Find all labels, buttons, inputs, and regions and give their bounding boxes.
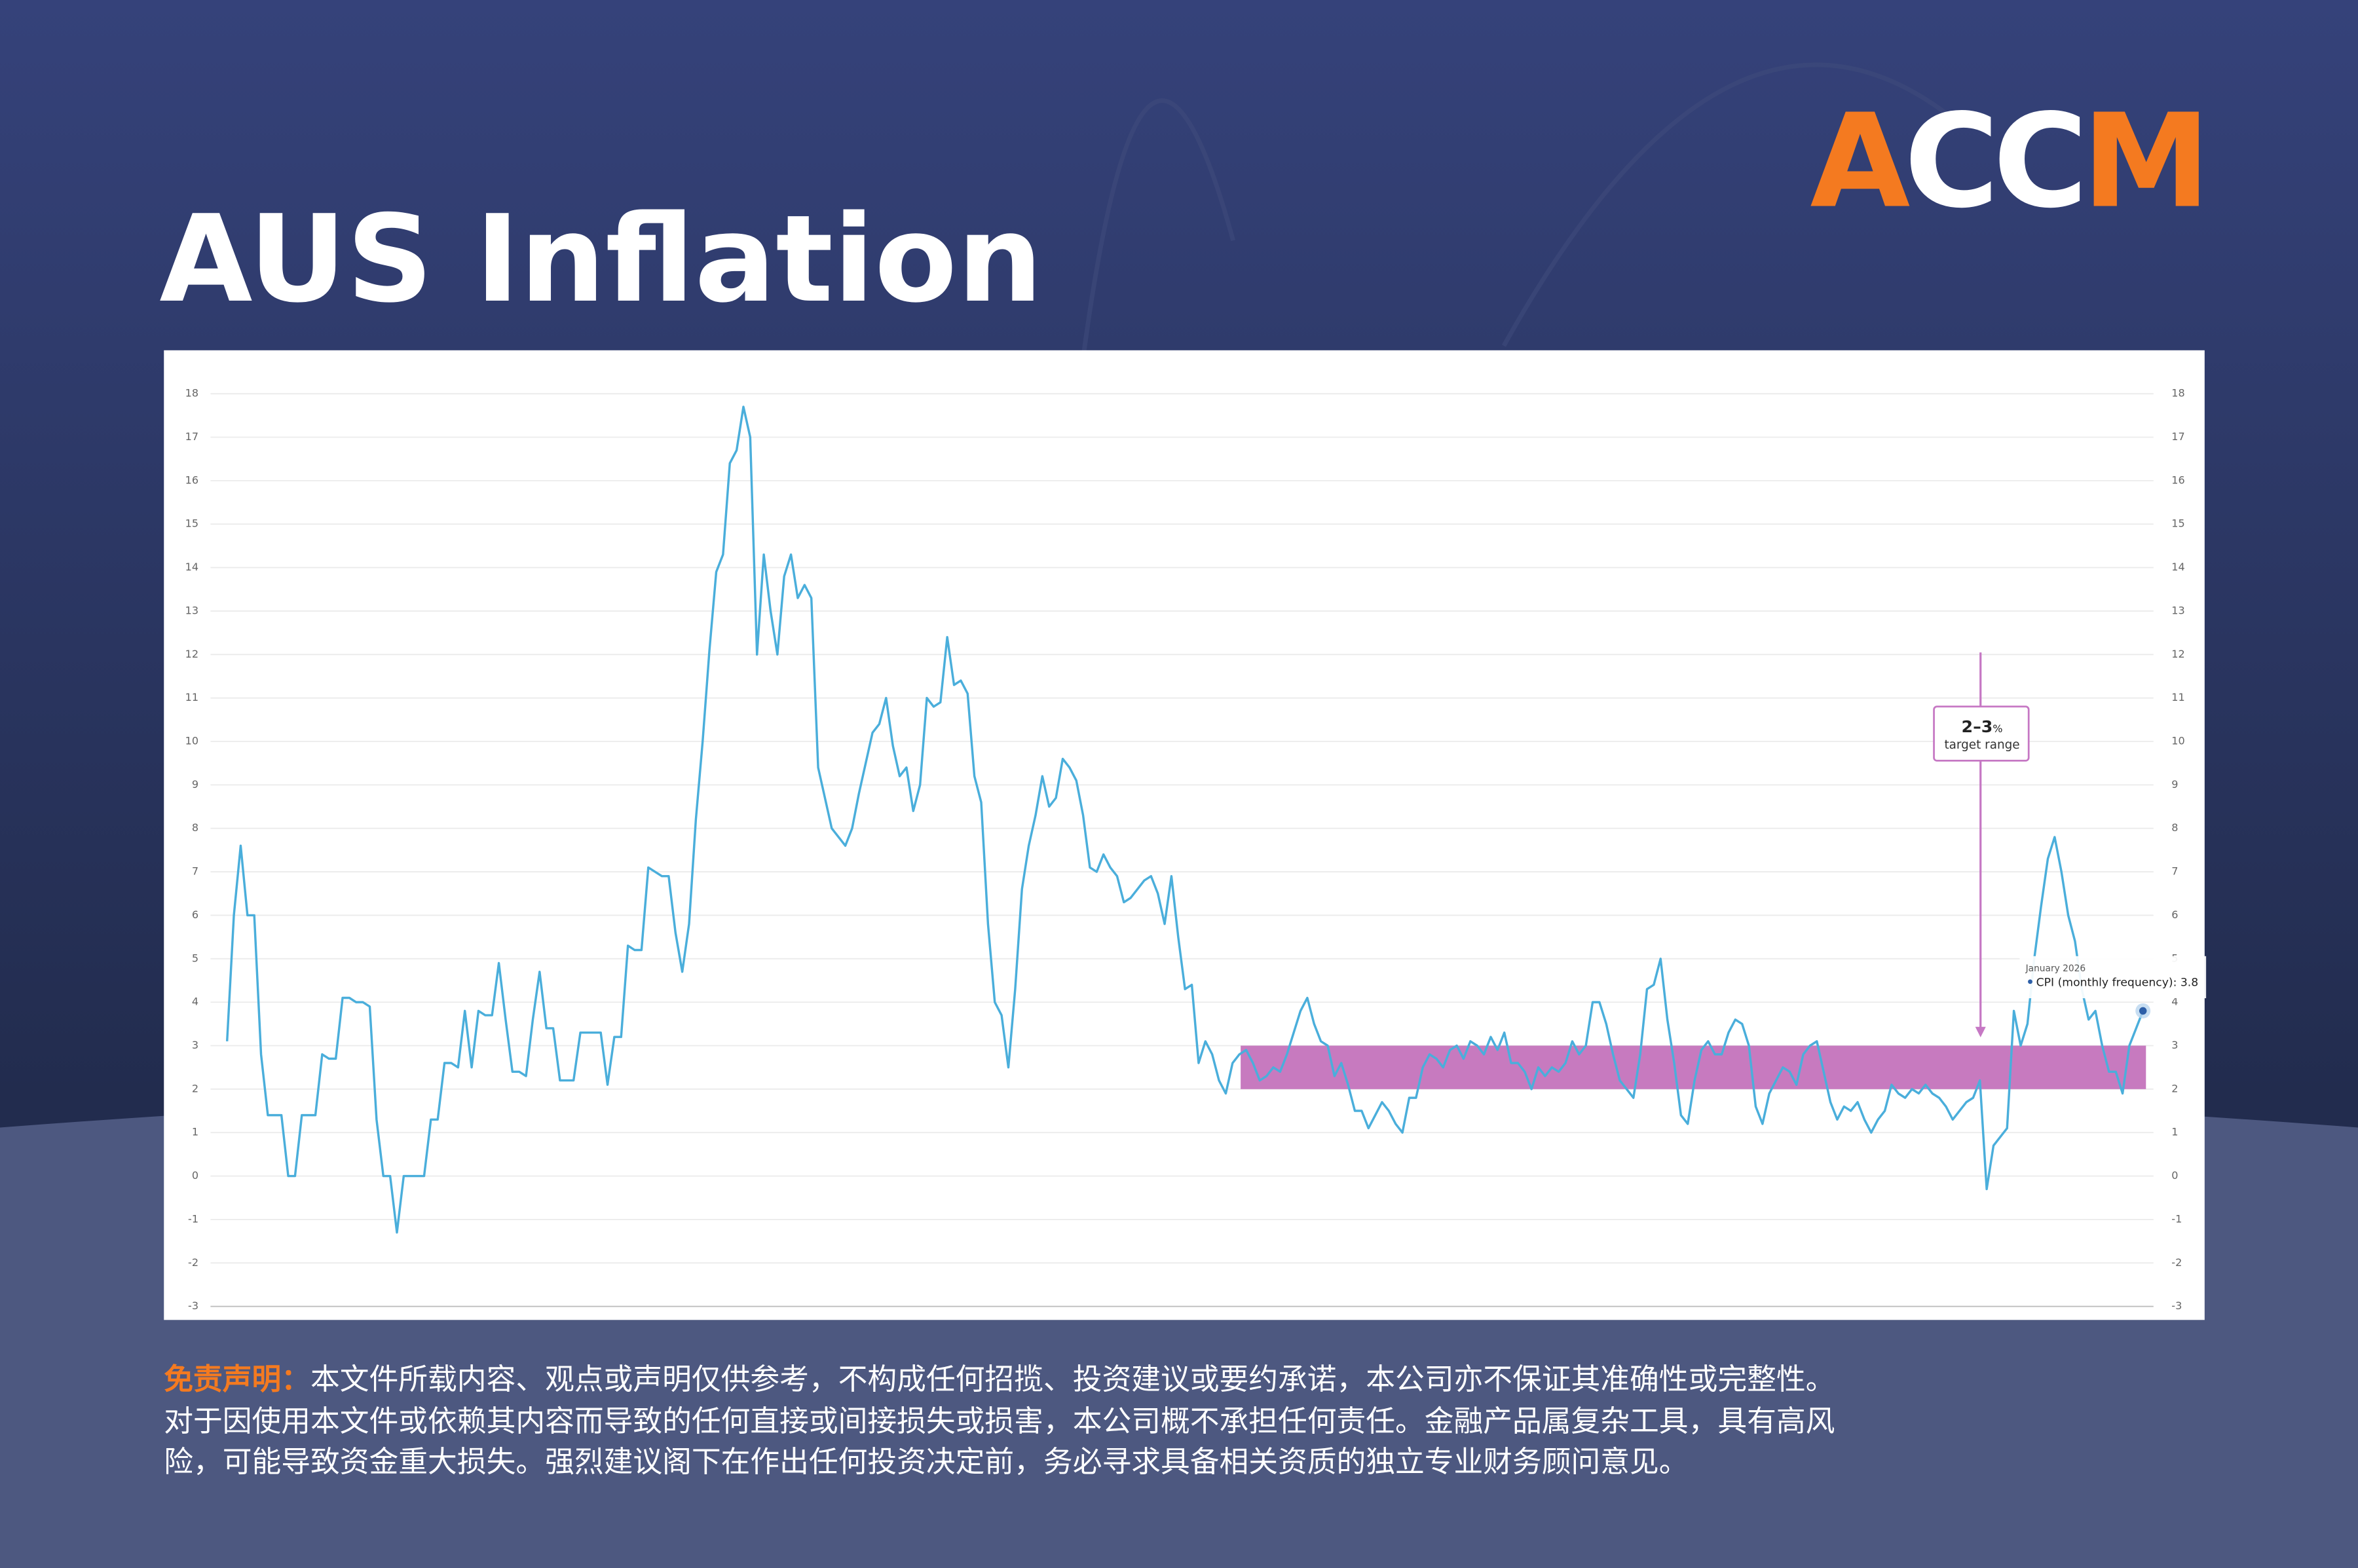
y-tick-label: 9	[192, 778, 198, 791]
disclaimer-text: 本文件所载内容、观点或声明仅供参考，不构成任何招揽、投资建议或要约承诺，本公司亦…	[310, 1362, 1835, 1396]
y2-tick-label: -1	[2171, 1212, 2182, 1225]
annotation-box	[1933, 705, 2030, 762]
background-decor	[1080, 62, 1956, 362]
y2-tick-label: 17	[2171, 430, 2184, 443]
y-tick-label: 7	[192, 865, 198, 878]
y-tick-label: 17	[185, 430, 198, 443]
y2-tick-label: 4	[2171, 996, 2178, 1008]
y2-tick-label: 12	[2171, 648, 2184, 660]
y2-tick-label: 10	[2171, 735, 2184, 747]
y-tick-label: 11	[185, 691, 198, 703]
y2-tick-label: 8	[2171, 821, 2178, 834]
y2-tick-label: 15	[2171, 517, 2184, 530]
disclaimer-line: 险，可能导致资金重大损失。强烈建议阁下在作出任何投资决定前，务必寻求具备相关资质…	[164, 1444, 1688, 1479]
y-tick-label: 0	[192, 1169, 198, 1182]
y-tick-label: 13	[185, 604, 198, 616]
y-tick-label: 5	[192, 952, 198, 964]
logo-cc: CC	[1904, 86, 2082, 236]
y2-tick-label: 7	[2171, 865, 2178, 878]
y-tick-label: 8	[192, 821, 198, 834]
tooltip-date: January 2026	[2025, 963, 2086, 974]
logo-a: A	[1810, 86, 1909, 236]
annotation-value: 2–3	[1962, 717, 1993, 736]
y2-tick-label: 13	[2171, 604, 2184, 616]
chart-panel	[164, 350, 2205, 1320]
y2-tick-label: -3	[2171, 1299, 2182, 1312]
y-tick-label: 14	[185, 561, 198, 573]
y-tick-label: 6	[192, 908, 198, 921]
y2-tick-label: 1	[2171, 1126, 2178, 1138]
disclaimer-line: 对于因使用本文件或依赖其内容而导致的任何直接或间接损失或损害，本公司概不承担任何…	[164, 1404, 1835, 1438]
y2-tick-label: 6	[2171, 908, 2178, 921]
logo: ACCM	[1810, 86, 2204, 236]
y-tick-label: -1	[188, 1212, 198, 1225]
y2-tick-label: 11	[2171, 691, 2184, 703]
cpi-line	[225, 405, 2144, 1234]
annotation-unit: %	[1993, 722, 2002, 735]
y2-tick-label: 3	[2171, 1039, 2178, 1051]
logo-m: M	[2082, 86, 2205, 236]
y-tick-label: -2	[188, 1256, 198, 1269]
annotation-sub: target range	[1944, 738, 2019, 752]
y-tick-label: 4	[192, 996, 198, 1008]
y-tick-label: 12	[185, 648, 198, 660]
annotation-arrowhead	[1975, 1026, 1986, 1037]
y2-tick-label: 0	[2171, 1169, 2178, 1182]
disclaimer-label: 免责声明：	[164, 1362, 310, 1396]
disclaimer-line: 免责声明：本文件所载内容、观点或声明仅供参考，不构成任何招揽、投资建议或要约承诺…	[164, 1362, 1835, 1396]
last-point	[2139, 1007, 2147, 1015]
y2-tick-label: 14	[2171, 561, 2184, 573]
tooltip-box	[2019, 956, 2207, 999]
y-tick-label: 1	[192, 1126, 198, 1138]
y-tick-label: 3	[192, 1039, 198, 1051]
tooltip-dot	[2028, 979, 2032, 984]
y2-tick-label: 16	[2171, 474, 2184, 486]
y-tick-label: 10	[185, 735, 198, 747]
y2-tick-label: 2	[2171, 1082, 2178, 1094]
title: AUS Inflation	[159, 190, 1043, 329]
y2-tick-label: 9	[2171, 778, 2178, 791]
y-tick-label: 18	[185, 387, 198, 400]
annotation-title: 2–3%	[1962, 717, 2003, 736]
chart: -3-3-2-2-1-10011223344556677889910101111…	[185, 387, 2207, 1312]
y-tick-label: 16	[185, 474, 198, 486]
y2-tick-label: 18	[2171, 387, 2184, 400]
y-tick-label: 2	[192, 1082, 198, 1094]
y-tick-label: 15	[185, 517, 198, 530]
tooltip-text: CPI (monthly frequency): 3.8	[2036, 977, 2199, 990]
y2-tick-label: -2	[2171, 1256, 2182, 1269]
y-tick-label: -3	[188, 1299, 198, 1312]
